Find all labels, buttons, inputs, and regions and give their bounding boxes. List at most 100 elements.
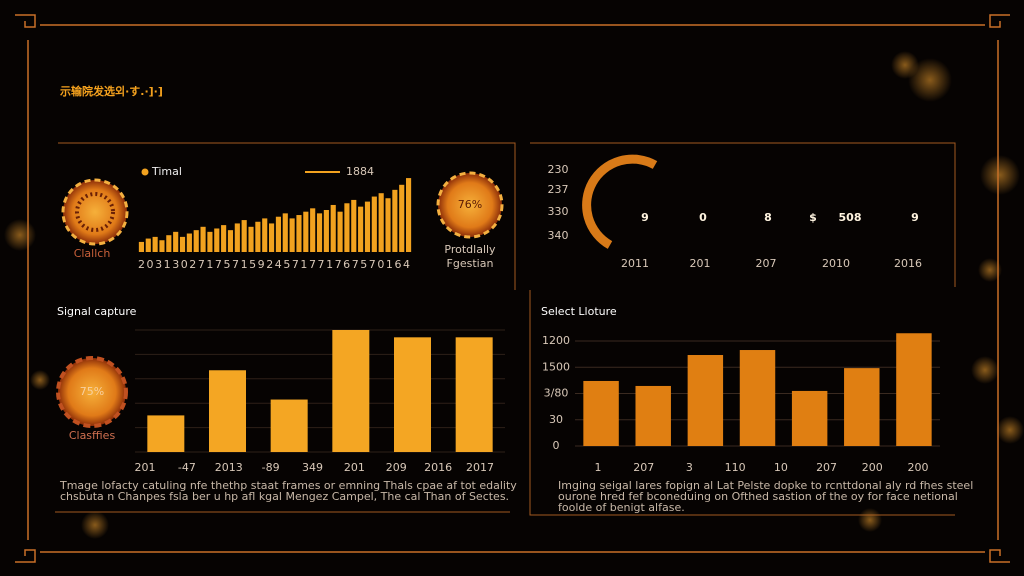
- y-tick-label: 340: [548, 229, 569, 242]
- bar: [234, 223, 240, 252]
- bar: [844, 368, 880, 446]
- y-tick-label: 230: [548, 163, 569, 176]
- counter-digit: 508: [839, 211, 862, 224]
- bar: [406, 178, 412, 252]
- counter-digit: 9: [641, 211, 649, 224]
- x-tick-label: -47: [178, 461, 196, 474]
- caption: ourone hred fef bconeduing on Ofthed sas…: [558, 490, 958, 503]
- chip-3: [56, 356, 128, 428]
- x-tick-label: 201: [135, 461, 156, 474]
- bar: [241, 220, 247, 252]
- bar: [173, 231, 179, 252]
- legend-label: Timal: [151, 165, 182, 178]
- x-tick-label: 3: [686, 461, 693, 474]
- legend-label: 1884: [346, 165, 374, 178]
- x-tick-label: 200: [862, 461, 883, 474]
- frame: [15, 14, 1010, 563]
- bar: [791, 390, 828, 446]
- x-tick-label: 207: [756, 257, 777, 270]
- x-tick-label: 110: [725, 461, 746, 474]
- bar: [351, 199, 357, 252]
- bar: [310, 208, 316, 252]
- bar: [455, 337, 493, 452]
- bar: [282, 213, 288, 252]
- caption: foolde of benigt alfase.: [558, 501, 685, 514]
- bar: [147, 415, 185, 452]
- x-tick-label: 207: [816, 461, 837, 474]
- bar: [394, 337, 431, 452]
- counter-digit: $: [809, 211, 817, 224]
- title: 示输院发选외·す.·]·]: [59, 84, 163, 98]
- bar: [687, 355, 724, 446]
- bar: [896, 333, 932, 446]
- bar: [255, 221, 261, 252]
- legend-dot: [141, 168, 149, 176]
- bar: [739, 350, 776, 446]
- bar: [275, 216, 281, 252]
- bar: [399, 184, 405, 252]
- x-tick-label: 201: [344, 461, 365, 474]
- counter-digit: 8: [764, 211, 772, 224]
- bar: [583, 380, 619, 446]
- x-tick-label: 2011: [621, 257, 649, 270]
- y-tick-label: 3/80: [544, 387, 569, 400]
- bar: [138, 241, 144, 252]
- chart-title: Select Lloture: [541, 305, 617, 318]
- bar: [332, 330, 370, 452]
- bar: [364, 201, 371, 252]
- bar: [152, 236, 158, 252]
- bar: [289, 218, 295, 252]
- x-tick-label: 10: [774, 461, 788, 474]
- bar: [270, 399, 308, 452]
- bar: [330, 204, 336, 252]
- y-tick-label: 237: [548, 183, 569, 196]
- caption: chsbuta n Chanpes fsla ber u hp afl kgal…: [60, 490, 509, 503]
- bar: [635, 385, 671, 446]
- bar: [207, 231, 213, 252]
- x-tick-label: 1: [595, 461, 602, 474]
- bar: [392, 189, 398, 252]
- bar: [262, 218, 268, 252]
- chip-label: Protdlally: [444, 243, 496, 256]
- bar: [323, 210, 329, 252]
- y-tick-label: 30: [549, 413, 563, 426]
- y-tick-label: 1200: [542, 334, 570, 347]
- x-tick-label: 207: [633, 461, 654, 474]
- bar: [214, 228, 220, 252]
- bar: [186, 233, 192, 252]
- x-tick-label: 201: [690, 257, 711, 270]
- bar: [269, 223, 275, 252]
- x-tick-label: 209: [386, 461, 407, 474]
- y-tick-label: 0: [553, 439, 560, 452]
- bar: [221, 225, 227, 252]
- chip-label: Clallch: [74, 247, 111, 260]
- x-tick-label: 2017: [466, 461, 494, 474]
- counter-digit: 0: [699, 211, 707, 224]
- bar: [344, 203, 350, 252]
- bar: [358, 206, 364, 252]
- gauge-arc: [582, 154, 658, 249]
- x-tick-label: 349: [302, 461, 323, 474]
- bar: [159, 240, 165, 252]
- x-tick-label: -89: [262, 461, 280, 474]
- bar: [145, 238, 151, 252]
- caption: Tmage lofacty catuling nfe thethp staat …: [59, 479, 517, 492]
- x-tick-label: 2010: [822, 257, 850, 270]
- chip-label: Fgestian: [447, 257, 494, 270]
- chip-value: 75%: [80, 385, 104, 398]
- bar: [200, 226, 206, 252]
- bar: [166, 235, 172, 252]
- bar: [378, 193, 384, 252]
- x-tick-label: 2016: [424, 461, 452, 474]
- chip-1: [61, 178, 129, 246]
- chart-title: Signal capture: [57, 305, 137, 318]
- chip-2: [436, 171, 504, 239]
- bar: [337, 211, 343, 252]
- bar: [179, 236, 186, 252]
- bar: [316, 213, 323, 252]
- bar: [385, 198, 391, 252]
